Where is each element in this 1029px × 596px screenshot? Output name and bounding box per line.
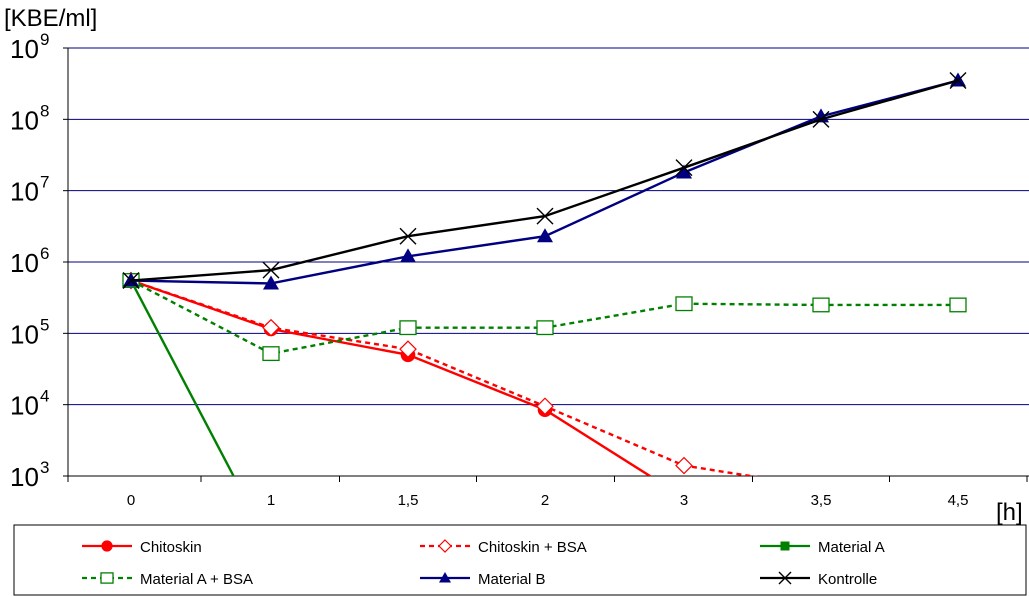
data-point [949,72,967,90]
svg-text:10: 10 [10,34,39,64]
series-line [130,79,959,282]
data-point [949,297,967,313]
data-point [537,228,553,243]
data-point [262,318,280,337]
series-line [130,279,759,476]
svg-text:10: 10 [10,391,39,421]
x-tick-label: 1,5 [398,492,419,509]
data-point [263,275,279,290]
svg-text:10: 10 [10,248,39,278]
series-line [130,79,959,285]
legend-item: Material A + BSA [82,571,253,588]
legend: Chitoskin Chitoskin + BSA Material A Materi… [82,539,885,588]
svg-text:10: 10 [10,177,39,207]
x-tick-labels: 0 1 1,5 2 3 3,5 4,5 [127,492,969,509]
legend-label: Material A + BSA [140,571,253,588]
legend-item: Chitoskin + BSA [420,539,587,556]
data-point [780,541,790,551]
data-point [400,248,416,263]
series-material-a-bsa [122,273,967,362]
y-tick-label: 10 3 [10,458,49,492]
x-tick-label: 3 [680,492,688,509]
x-tick-label: 3,5 [811,492,832,509]
data-point [536,320,554,336]
legend-label: Chitoskin + BSA [478,539,587,556]
data-point [675,159,693,177]
legend-label: Kontrolle [818,571,877,588]
y-tick-label: 10 9 [10,30,49,64]
data-point [100,572,114,584]
y-tick-label: 10 7 [10,173,49,207]
data-point [812,297,830,313]
y-axis-label: [KBE/ml] [4,5,97,32]
data-point [778,571,792,585]
data-point [399,340,417,359]
legend-label: Material A [818,539,885,556]
data-point [262,261,280,279]
series-layer [122,72,967,476]
legend-item: Kontrolle [760,571,877,588]
grid [63,47,1029,482]
data-point [439,572,451,583]
svg-text:4: 4 [40,387,49,406]
svg-text:6: 6 [40,244,49,263]
x-tick-label: 1 [267,492,275,509]
legend-item: Material B [420,571,546,588]
x-axis-label: [h] [996,499,1023,526]
svg-text:9: 9 [40,30,49,49]
data-point [675,456,693,475]
data-point [122,272,140,290]
y-tick-label: 10 5 [10,315,49,349]
y-tick-label: 10 8 [10,101,49,135]
data-point [950,72,966,87]
y-tick-label: 10 4 [10,387,49,421]
x-tick-label: 2 [541,492,549,509]
series-line [130,279,958,355]
svg-text:5: 5 [40,315,49,334]
svg-text:10: 10 [10,105,39,135]
legend-item: Chitoskin [82,539,202,556]
series-line [129,279,235,476]
series-kontrolle [122,72,967,290]
svg-text:8: 8 [40,101,49,120]
data-point [262,346,280,362]
series-line [130,279,653,476]
x-tick-label: 4,5 [948,492,969,509]
legend-label: Chitoskin [140,539,202,556]
data-point [675,296,693,312]
legend-box [13,524,1027,596]
data-point [399,320,417,336]
x-tick-label: 0 [127,492,135,509]
data-point [438,539,452,553]
y-tick-label: 10 6 [10,244,49,278]
data-point [812,110,830,128]
data-point [101,540,113,552]
svg-text:10: 10 [10,462,39,492]
svg-text:10: 10 [10,319,39,349]
data-point [676,164,692,179]
svg-text:3: 3 [40,458,49,477]
data-point [399,227,417,245]
series-material-b [123,72,966,290]
legend-item: Material A [760,539,885,556]
legend-label: Material B [478,571,546,588]
svg-text:7: 7 [40,173,49,192]
data-point [536,397,554,416]
data-point [536,207,554,225]
